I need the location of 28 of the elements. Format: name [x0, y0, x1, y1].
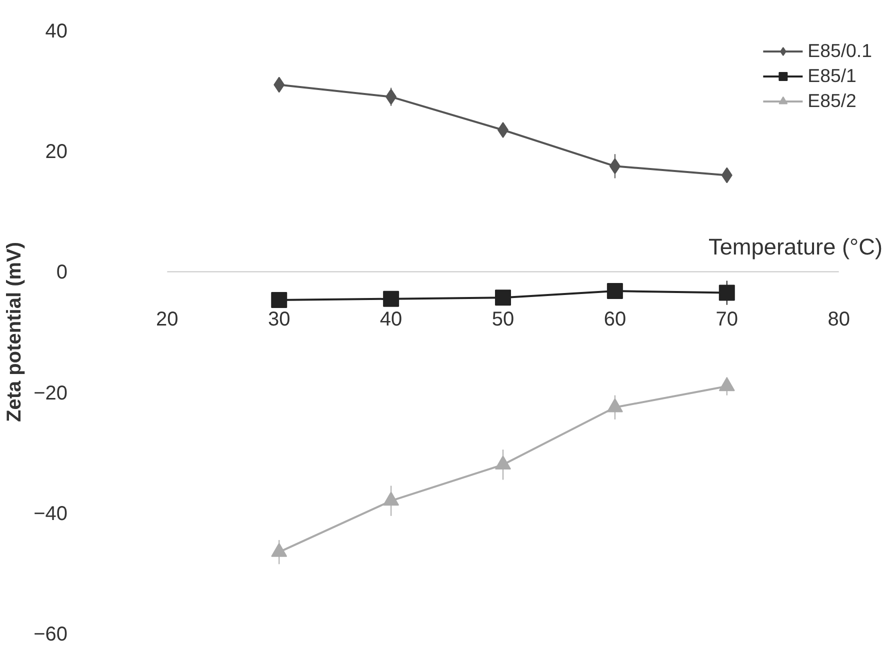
point	[271, 292, 288, 308]
x-tick-label: 20	[156, 308, 178, 331]
x-tick-label: 40	[380, 308, 402, 331]
y-tick-label: 0	[56, 262, 68, 284]
legend-label: E85/1	[808, 65, 856, 87]
y-tick-label: −40	[34, 502, 68, 525]
x-axis-title: Temperature (°C)	[708, 234, 883, 260]
y-tick-label: 40	[45, 20, 68, 42]
point	[606, 398, 623, 412]
point	[383, 492, 400, 506]
point	[383, 290, 400, 307]
legend-label: E85/2	[808, 90, 856, 112]
y-tick-label: −20	[34, 382, 68, 404]
point	[495, 456, 511, 470]
point	[718, 284, 735, 301]
point	[718, 377, 735, 392]
x-tick-label: 80	[828, 308, 850, 331]
point	[606, 282, 623, 299]
point	[271, 542, 288, 557]
legend-label: E85/0.1	[808, 40, 872, 62]
y-tick-label: 20	[45, 141, 68, 164]
x-tick-label: 30	[268, 308, 290, 331]
x-tick-label: 60	[604, 308, 626, 331]
y-tick-label: −60	[34, 624, 68, 646]
x-tick-label: 50	[492, 308, 514, 331]
point	[495, 290, 511, 306]
y-axis-title: Zeta potential (mV)	[4, 242, 26, 422]
x-tick-label: 70	[716, 308, 738, 331]
